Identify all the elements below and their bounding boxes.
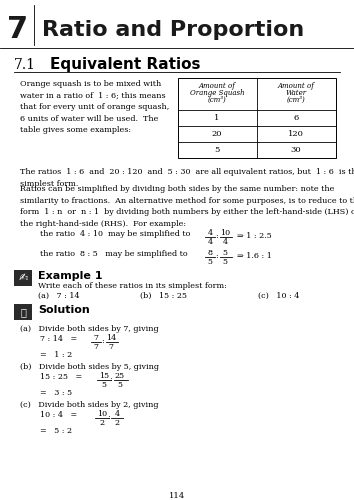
Text: :: : — [216, 232, 218, 240]
FancyBboxPatch shape — [14, 270, 32, 286]
Text: The ratios  1 : 6  and  20 : 120  and  5 : 30  are all equivalent ratios, but  1: The ratios 1 : 6 and 20 : 120 and 5 : 30… — [20, 168, 354, 188]
Text: :: : — [102, 337, 104, 345]
Text: 5: 5 — [102, 381, 107, 389]
Text: ✍: ✍ — [18, 273, 28, 283]
Text: 120: 120 — [288, 130, 304, 138]
FancyBboxPatch shape — [178, 78, 336, 158]
Text: :: : — [216, 252, 218, 260]
Text: 7: 7 — [93, 343, 98, 351]
Text: =   5 : 2: = 5 : 2 — [40, 427, 72, 435]
Text: 7 : 14   =: 7 : 14 = — [40, 335, 77, 343]
Text: the ratio  4 : 10  may be simplified to: the ratio 4 : 10 may be simplified to — [40, 230, 190, 238]
Text: Solution: Solution — [38, 305, 90, 315]
Text: (cm³): (cm³) — [208, 96, 226, 104]
Text: 👍: 👍 — [20, 307, 26, 317]
Text: Orange squash is to be mixed with
water in a ratio of  1 : 6; this means
that fo: Orange squash is to be mixed with water … — [20, 80, 169, 134]
Text: 2: 2 — [114, 419, 120, 427]
Text: 2: 2 — [99, 419, 104, 427]
Text: Equivalent Ratios: Equivalent Ratios — [50, 57, 200, 72]
Text: 7: 7 — [108, 343, 114, 351]
Text: Water: Water — [285, 89, 307, 97]
Text: Ratio and Proportion: Ratio and Proportion — [42, 20, 304, 40]
Text: 20: 20 — [212, 130, 222, 138]
Text: 5: 5 — [214, 146, 220, 154]
Text: 7: 7 — [7, 16, 29, 44]
Text: Write each of these ratios in its simplest form:: Write each of these ratios in its simple… — [38, 282, 227, 290]
Text: 14: 14 — [106, 334, 116, 342]
Text: Example 1: Example 1 — [38, 271, 103, 281]
Text: Amount of: Amount of — [199, 82, 235, 90]
Text: 4: 4 — [114, 410, 120, 418]
Text: 7.1: 7.1 — [14, 58, 36, 72]
Text: 5: 5 — [223, 249, 228, 257]
Text: 7: 7 — [93, 334, 98, 342]
Text: 15: 15 — [99, 372, 109, 380]
Text: (c)   10 : 4: (c) 10 : 4 — [258, 292, 299, 300]
Text: 6: 6 — [293, 114, 299, 122]
Text: (a)   7 : 14: (a) 7 : 14 — [38, 292, 80, 300]
Text: (a)   Divide both sides by 7, giving: (a) Divide both sides by 7, giving — [20, 325, 159, 333]
Text: 1: 1 — [214, 114, 220, 122]
Text: (b)   Divide both sides by 5, giving: (b) Divide both sides by 5, giving — [20, 363, 159, 371]
Text: the ratio  8 : 5   may be simplified to: the ratio 8 : 5 may be simplified to — [40, 250, 188, 258]
Text: 114: 114 — [169, 492, 185, 500]
Text: ⇒ 1 : 2.5: ⇒ 1 : 2.5 — [237, 232, 272, 240]
Text: =   1 : 2: = 1 : 2 — [40, 351, 72, 359]
Text: ⇒ 1.6 : 1: ⇒ 1.6 : 1 — [237, 252, 272, 260]
Text: 4: 4 — [207, 238, 212, 246]
Text: :: : — [110, 375, 112, 383]
Text: 30: 30 — [291, 146, 301, 154]
Text: 25: 25 — [115, 372, 125, 380]
Text: (b)   15 : 25: (b) 15 : 25 — [140, 292, 187, 300]
Text: 5: 5 — [207, 258, 212, 266]
Text: =   3 : 5: = 3 : 5 — [40, 389, 72, 397]
Text: 4: 4 — [207, 229, 212, 237]
Text: (c)   Divide both sides by 2, giving: (c) Divide both sides by 2, giving — [20, 401, 159, 409]
Text: 4: 4 — [222, 238, 228, 246]
Text: Ratios can be simplified by dividing both sides by the same number: note the
sim: Ratios can be simplified by dividing bot… — [20, 185, 354, 228]
Text: 8: 8 — [207, 249, 212, 257]
Text: 5: 5 — [118, 381, 122, 389]
FancyBboxPatch shape — [0, 0, 354, 48]
Text: 10: 10 — [220, 229, 230, 237]
Text: (cm³): (cm³) — [287, 96, 306, 104]
Text: 5: 5 — [223, 258, 228, 266]
Text: Orange Squash: Orange Squash — [190, 89, 244, 97]
Text: 10: 10 — [97, 410, 107, 418]
Text: 10 : 4   =: 10 : 4 = — [40, 411, 77, 419]
Text: 15 : 25   =: 15 : 25 = — [40, 373, 82, 381]
Text: Amount of: Amount of — [278, 82, 314, 90]
FancyBboxPatch shape — [14, 304, 32, 320]
Text: :: : — [108, 413, 110, 421]
